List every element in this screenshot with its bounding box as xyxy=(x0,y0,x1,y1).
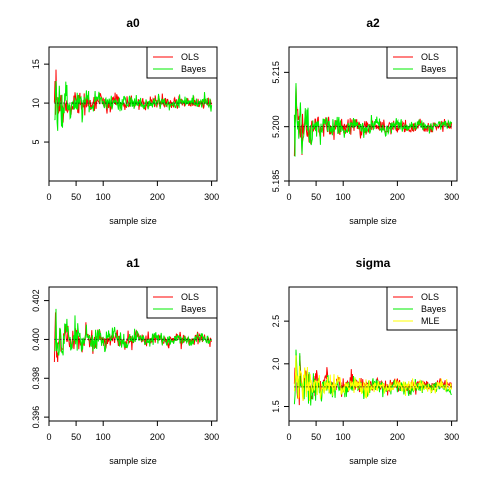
chart-title: a1 xyxy=(126,256,140,270)
plot-frame xyxy=(288,46,458,182)
chart-title: sigma xyxy=(356,256,391,270)
chart-title: a0 xyxy=(126,16,140,30)
y-tick-label: 1.5 xyxy=(271,400,281,413)
series-line-MLE xyxy=(293,355,453,402)
y-tick-label: 10 xyxy=(31,98,41,108)
y-tick-label: 0.402 xyxy=(31,289,41,312)
legend-entry: Bayes xyxy=(181,64,207,74)
y-tick-label: 5 xyxy=(31,140,41,145)
chart-title: a2 xyxy=(366,16,380,30)
x-tick-label: 0 xyxy=(46,192,51,202)
plot-area xyxy=(53,308,213,363)
x-tick-label: 200 xyxy=(150,432,165,442)
legend-box xyxy=(386,46,458,79)
x-tick-label: 300 xyxy=(444,432,459,442)
legend-entry: Bayes xyxy=(421,64,447,74)
x-tick-label: 200 xyxy=(150,192,165,202)
x-tick-label: 50 xyxy=(71,192,81,202)
x-tick-label: 50 xyxy=(71,432,81,442)
legend: OLS Bayes xyxy=(386,46,458,79)
x-tick-label: 100 xyxy=(336,192,351,202)
legend-box xyxy=(146,46,218,79)
plot-area xyxy=(293,83,453,157)
legend: OLS Bayes MLE xyxy=(386,286,458,331)
y-tick-label: 2.5 xyxy=(271,315,281,328)
y-tick-label: 0.396 xyxy=(31,406,41,429)
x-tick-label: 100 xyxy=(336,432,351,442)
chart-panel-a1: a1 0 50 100 200 300 0.396 0.398 0.400 0.402 sample… xyxy=(31,256,219,466)
x-tick-label: 100 xyxy=(96,192,111,202)
x-axis-label: sample size xyxy=(349,456,397,466)
x-tick-label: 50 xyxy=(311,192,321,202)
legend-entry: OLS xyxy=(421,292,439,302)
chart-panel-sigma: sigma 0 50 100 200 300 1.5 2.0 2.5 sample size OLS… xyxy=(271,256,459,466)
x-tick-label: 300 xyxy=(204,432,219,442)
legend-entry: MLE xyxy=(421,316,440,326)
series-line-Bayes xyxy=(293,83,453,157)
y-tick-label: 2.0 xyxy=(271,358,281,371)
legend-entry: Bayes xyxy=(421,304,447,314)
y-tick-label: 5.215 xyxy=(271,61,281,84)
plot-frame xyxy=(288,286,458,422)
legend-entry: OLS xyxy=(181,52,199,62)
x-axis-label: sample size xyxy=(109,456,157,466)
y-tick-label: 5.185 xyxy=(271,170,281,193)
legend: OLS Bayes xyxy=(146,286,218,319)
y-tick-label: 0.400 xyxy=(31,328,41,351)
x-tick-label: 0 xyxy=(286,192,291,202)
x-tick-label: 300 xyxy=(444,192,459,202)
x-axis-label: sample size xyxy=(349,216,397,226)
y-tick-label: 5.200 xyxy=(271,115,281,138)
x-tick-label: 0 xyxy=(46,432,51,442)
series-line-Bayes xyxy=(293,349,452,406)
legend-entry: OLS xyxy=(181,292,199,302)
series-line-OLS xyxy=(293,85,453,157)
legend-entry: Bayes xyxy=(181,304,207,314)
y-tick-label: 0.398 xyxy=(31,367,41,390)
x-tick-label: 200 xyxy=(390,192,405,202)
x-axis-label: sample size xyxy=(109,216,157,226)
series-line-Bayes xyxy=(54,308,212,356)
plot-frame xyxy=(48,286,218,422)
plot-area xyxy=(293,349,453,406)
x-tick-label: 300 xyxy=(204,192,219,202)
series-line-Bayes xyxy=(54,80,213,131)
legend: OLS Bayes xyxy=(146,46,218,79)
plot-area xyxy=(53,69,213,131)
legend-box xyxy=(146,286,218,319)
x-tick-label: 50 xyxy=(311,432,321,442)
chart-panel-a0: a0 0 50 100 200 300 5 10 15 sample size OLS Bayes xyxy=(31,16,219,226)
y-tick-label: 15 xyxy=(31,59,41,69)
x-tick-label: 200 xyxy=(390,432,405,442)
legend-entry: OLS xyxy=(421,52,439,62)
chart-panel-a2: a2 0 50 100 200 300 5.185 5.200 5.215 sample size… xyxy=(271,16,459,226)
x-tick-label: 0 xyxy=(286,432,291,442)
x-tick-label: 100 xyxy=(96,432,111,442)
plot-frame xyxy=(48,46,218,182)
